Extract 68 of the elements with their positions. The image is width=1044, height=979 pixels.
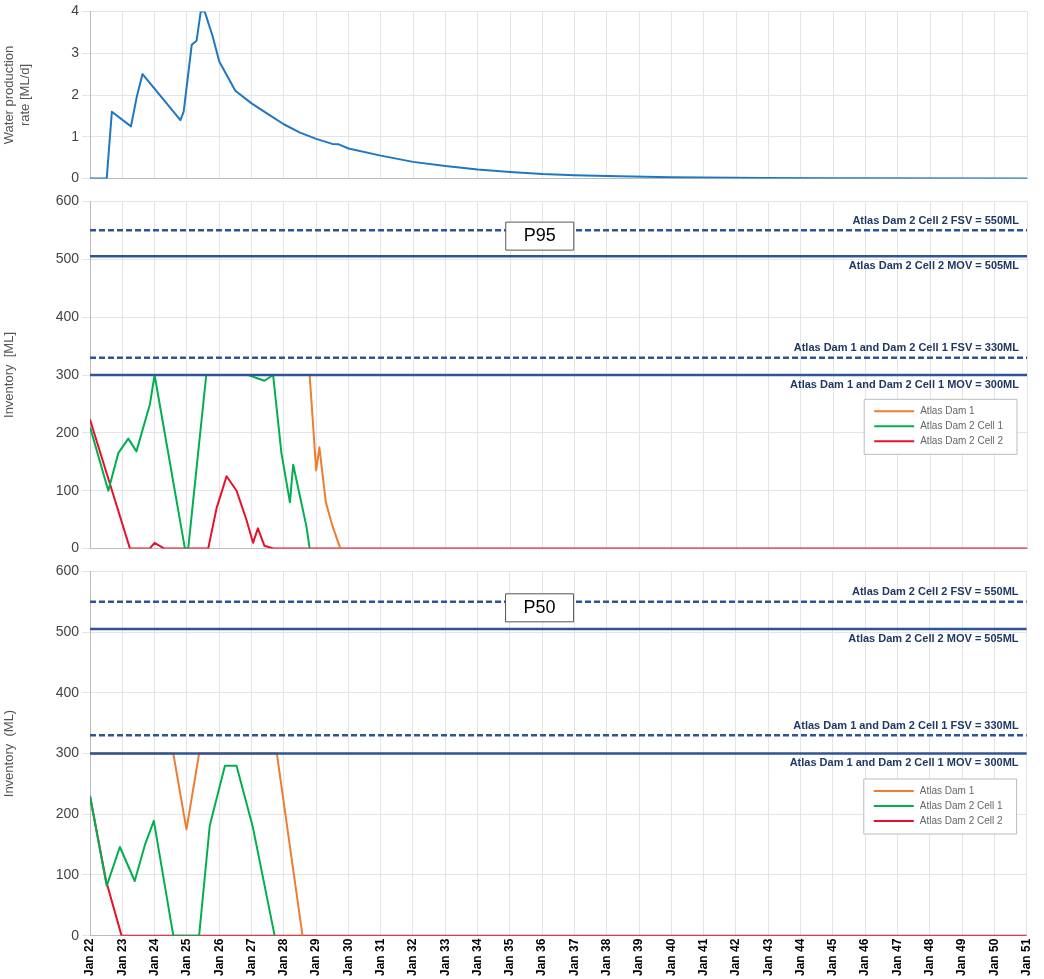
y-tick-label: 0 [71, 926, 80, 943]
x-tick-label: Jan 49 [954, 938, 969, 976]
x-tick-label: Jan 42 [728, 938, 743, 976]
legend-label: Atlas Dam 2 Cell 1 [919, 799, 1004, 811]
x-tick-label: Jan 25 [179, 938, 194, 976]
y-tick-label: 2 [71, 85, 80, 102]
x-tick-label: Jan 51 [1018, 938, 1033, 976]
ref-line-label: Atlas Dam 1 and Dam 2 Cell 1 MOV = 300ML [790, 377, 1020, 390]
y-tick-label: 0 [71, 539, 80, 556]
legend-label: Atlas Dam 1 [919, 784, 975, 796]
y-tick-label: 500 [55, 622, 80, 639]
x-tick-label: Jan 30 [340, 938, 355, 976]
legend-label: Atlas Dam 1 [920, 405, 976, 417]
ref-line-label: Atlas Dam 2 Cell 2 FSV = 550ML [851, 585, 1019, 598]
y-tick-label: 300 [55, 744, 80, 761]
y-axis-title: Water production rate [ML/d] [1, 45, 32, 145]
y-axis-title: Inventory [ML] [1, 332, 17, 418]
x-tick-label: Jan 33 [437, 938, 452, 976]
y-tick-label: 3 [71, 44, 80, 61]
y-tick-label: 100 [55, 481, 80, 498]
x-tick-label: Jan 22 [82, 938, 97, 976]
ref-line-label: Atlas Dam 2 Cell 2 MOV = 505ML [848, 258, 1020, 271]
legend-label: Atlas Dam 2 Cell 2 [920, 435, 1004, 447]
ref-line-label: Atlas Dam 1 and Dam 2 Cell 1 FSV = 330ML [793, 341, 1020, 354]
x-tick-label: Jan 43 [760, 938, 775, 976]
x-tick-label: Jan 46 [857, 938, 872, 976]
x-tick-label: Jan 31 [372, 938, 387, 976]
y-tick-label: 1 [71, 127, 80, 144]
y-tick-label: 400 [55, 307, 80, 324]
x-tick-label: Jan 37 [566, 938, 581, 976]
ref-line-label: Atlas Dam 1 and Dam 2 Cell 1 MOV = 300ML [789, 756, 1019, 769]
annotation: P95 [523, 225, 556, 246]
ref-line-label: Atlas Dam 2 Cell 2 FSV = 550ML [852, 213, 1020, 226]
x-tick-label: Jan 24 [146, 938, 161, 976]
x-tick-label: Jan 34 [469, 938, 484, 976]
y-tick-label: 300 [55, 365, 80, 382]
y-axis-title: Inventory (ML) [1, 709, 17, 798]
x-tick-label: Jan 39 [631, 938, 646, 976]
x-tick-label: Jan 44 [792, 938, 807, 976]
y-tick-label: 200 [55, 805, 80, 822]
y-tick-label: 600 [55, 192, 80, 209]
x-tick-label: Jan 35 [502, 938, 517, 976]
x-tick-label: Jan 40 [663, 938, 678, 976]
y-tick-label: 600 [55, 562, 80, 579]
y-tick-label: 500 [55, 250, 80, 267]
y-tick-label: 0 [71, 169, 80, 186]
y-tick-label: 200 [55, 423, 80, 440]
x-tick-label: Jan 32 [405, 938, 420, 976]
annotation: P50 [523, 596, 556, 617]
x-tick-label: Jan 23 [114, 938, 129, 976]
x-tick-label: Jan 27 [243, 938, 258, 976]
x-tick-label: Jan 36 [534, 938, 549, 976]
legend-label: Atlas Dam 2 Cell 2 [919, 814, 1004, 826]
x-tick-label: Jan 50 [986, 938, 1001, 976]
x-tick-label: Jan 28 [276, 938, 291, 976]
y-tick-label: 4 [71, 2, 80, 19]
x-tick-label: Jan 48 [922, 938, 936, 976]
x-tick-label: Jan 26 [211, 938, 226, 976]
y-tick-label: 100 [55, 865, 80, 882]
x-tick-label: Jan 38 [599, 938, 614, 976]
ref-line-label: Atlas Dam 1 and Dam 2 Cell 1 FSV = 330ML [793, 718, 1019, 731]
x-tick-label: Jan 45 [825, 938, 840, 976]
legend-label: Atlas Dam 2 Cell 1 [920, 420, 1004, 432]
ref-line-label: Atlas Dam 2 Cell 2 MOV = 505ML [848, 631, 1019, 644]
x-tick-label: Jan 29 [308, 938, 323, 976]
y-tick-label: 400 [55, 683, 80, 700]
x-tick-label: Jan 41 [695, 938, 710, 976]
x-tick-label: Jan 47 [889, 938, 904, 976]
